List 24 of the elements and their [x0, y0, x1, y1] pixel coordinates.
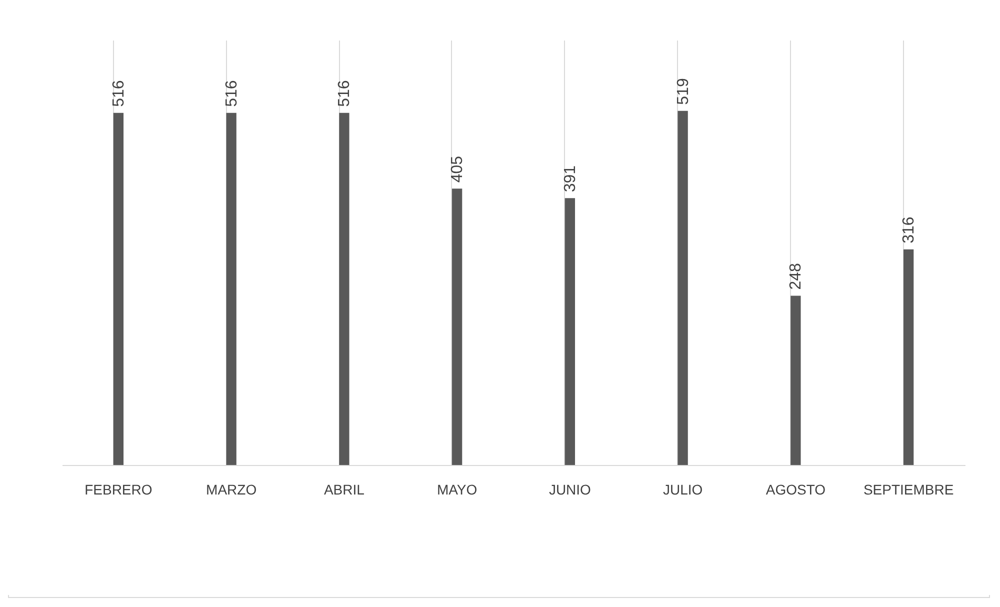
data-label: 405	[449, 156, 466, 183]
bar	[564, 198, 576, 465]
bar	[339, 112, 350, 465]
bar	[226, 112, 236, 465]
data-label: 516	[223, 80, 240, 107]
data-label: 519	[674, 78, 692, 105]
x-tick-label: AGOSTO	[766, 482, 826, 498]
x-tick-label: JUNIO	[548, 482, 592, 498]
bar	[452, 188, 462, 465]
data-label: 248	[788, 262, 805, 290]
x-tick-label: JULIO	[662, 482, 703, 498]
x-tick-label: SEPTIEMBRE	[863, 482, 954, 498]
bar	[113, 112, 124, 465]
x-tick-label: MARZO	[206, 482, 257, 498]
data-label: 391	[562, 165, 579, 192]
data-label: 316	[900, 216, 918, 244]
bar	[678, 110, 688, 465]
x-tick-label: FEBRERO	[84, 482, 152, 498]
bar	[790, 296, 801, 465]
data-label: 516	[336, 80, 354, 107]
x-tick-label: MAYO	[436, 482, 478, 498]
bar	[903, 249, 914, 465]
data-label: 516	[110, 80, 128, 107]
x-tick-label: ABRIL	[324, 482, 365, 498]
